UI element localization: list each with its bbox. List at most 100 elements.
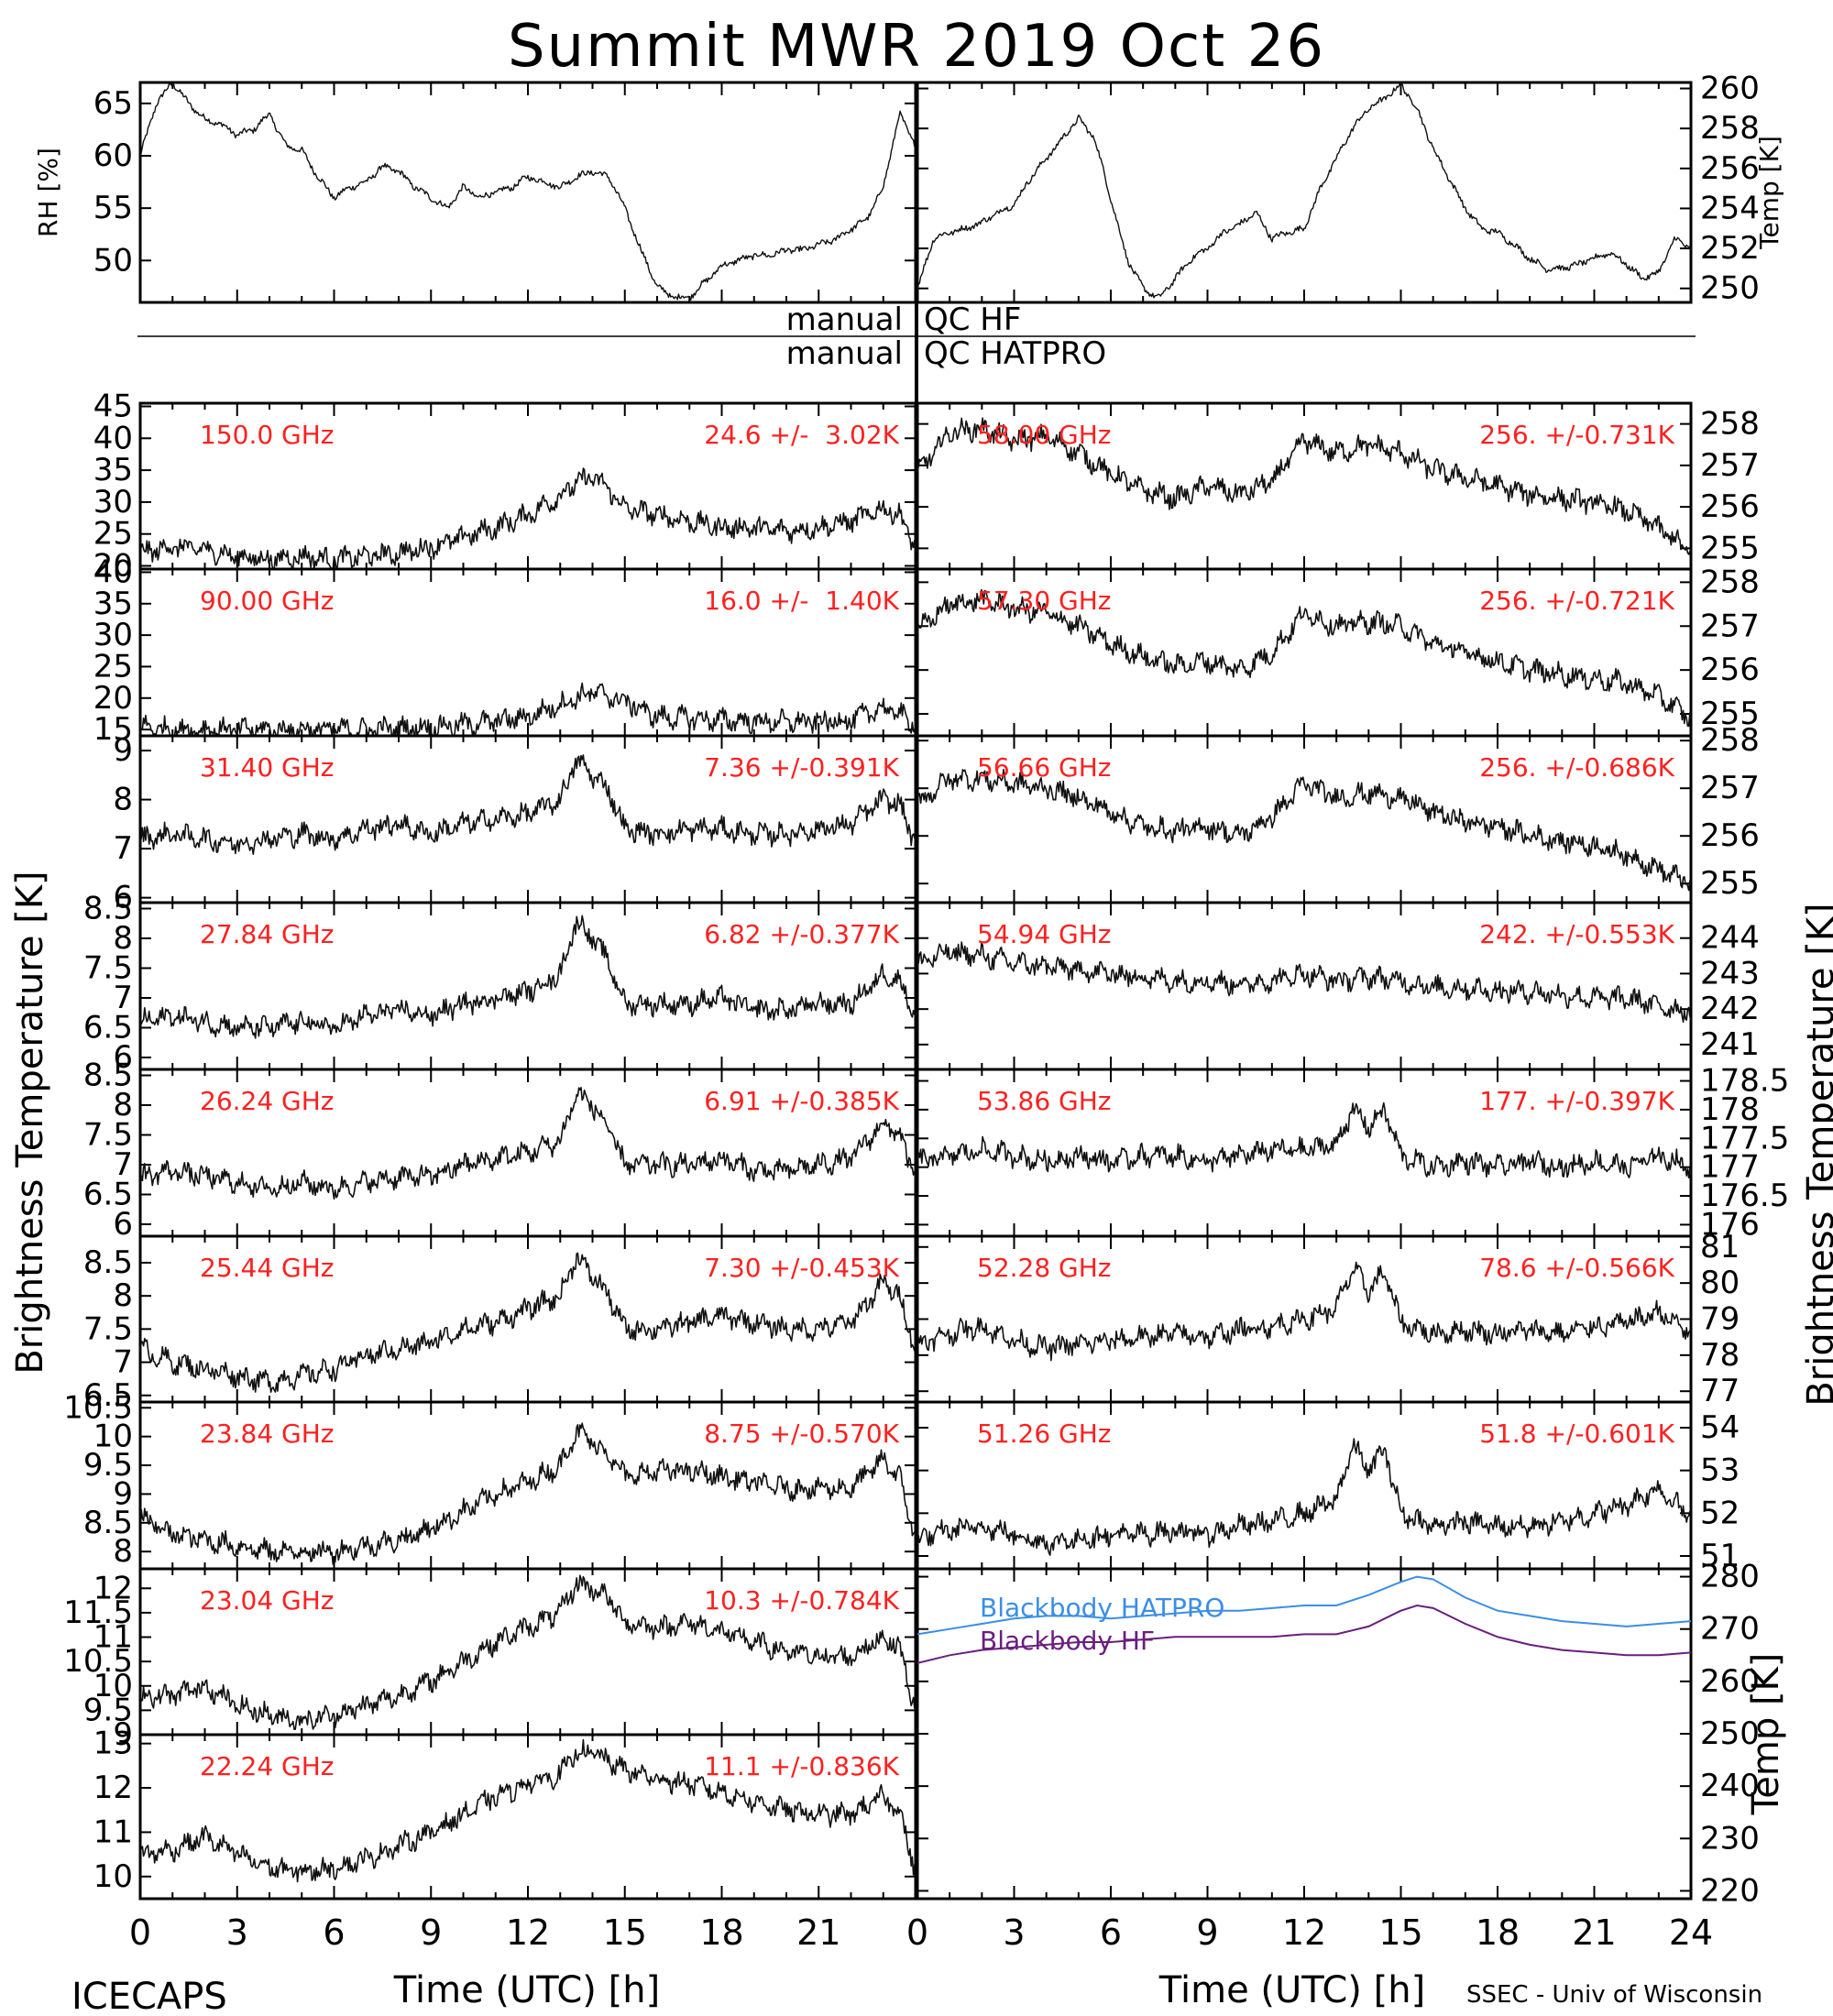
y-tick-label: 258 <box>1700 110 1760 147</box>
data-trace <box>916 588 1692 728</box>
data-trace <box>916 82 1692 299</box>
y-tick-label: 35 <box>93 452 133 488</box>
panel-15: 51 52 53 54 51.26 GHz 51.8 +/-0.601K <box>916 1400 1740 1574</box>
data-trace <box>139 915 916 1039</box>
panel-6: 6 7 8 9 31.40 GHz 7.36 +/-0.391K <box>113 732 917 916</box>
y-tick-label: 54 <box>1700 1409 1740 1446</box>
frequency-label: 23.04 GHz <box>200 1585 335 1616</box>
y-tick-label: 8.5 <box>83 1505 133 1541</box>
panel-ylabel: Temp [K] <box>1745 1653 1787 1816</box>
y-tick-label: 256 <box>1700 488 1760 525</box>
panel-8: 66.577.588.5 27.84 GHz 6.82 +/-0.377K <box>83 891 917 1076</box>
y-tick-label: 255 <box>1700 530 1760 566</box>
panel-18: 10 11 12 13 22.24 GHz 11.1 +/-0.836K <box>93 1726 917 1901</box>
stat-label: 16.0 +/- 1.40K <box>704 586 899 616</box>
stat-label: 7.36 +/-0.391K <box>704 752 899 783</box>
stat-label: 256. +/-0.721K <box>1479 586 1674 616</box>
stat-label: 256. +/-0.731K <box>1479 420 1674 450</box>
y-tick-label: 258 <box>1700 722 1760 759</box>
y-tick-label: 177 <box>1700 1149 1760 1186</box>
y-tick-label: 45 <box>93 388 133 424</box>
stat-label: 24.6 +/- 3.02K <box>704 420 899 450</box>
y-tick-label: 35 <box>93 586 133 622</box>
y-tick-label: 242 <box>1700 991 1760 1027</box>
y-tick-label: 7.5 <box>83 1117 133 1154</box>
x-tick-label: 3 <box>1003 1912 1025 1953</box>
qc-section: manual QC HF manual QC HATPRO <box>137 301 1696 403</box>
y-tick-label: 256 <box>1700 817 1760 854</box>
y-tick-label: 230 <box>1700 1820 1760 1857</box>
y-tick-label: 255 <box>1700 696 1760 732</box>
y-tick-label: 257 <box>1700 447 1760 484</box>
legend-entry-1: Blackbody HF <box>980 1626 1155 1656</box>
y-tick-label: 8 <box>113 1277 133 1314</box>
panel-frame <box>916 81 1693 304</box>
y-tick-label: 10 <box>93 1858 133 1895</box>
frequency-label: 25.44 GHz <box>200 1253 335 1283</box>
frequency-label: 53.86 GHz <box>977 1086 1112 1116</box>
x-tick-label: 15 <box>603 1912 647 1953</box>
y-tick-label: 8.5 <box>83 1244 133 1281</box>
y-tick-label: 256 <box>1700 652 1760 688</box>
frequency-label: 23.84 GHz <box>200 1419 335 1449</box>
y-tick-label: 20 <box>93 548 133 585</box>
x-tick-label: 18 <box>1476 1912 1520 1953</box>
stat-label: 10.3 +/-0.784K <box>704 1585 899 1616</box>
right-axis-title: Brightness Temperature [K] <box>1800 903 1833 1406</box>
y-tick-label: 177.5 <box>1700 1120 1789 1156</box>
x-tick-label: 24 <box>1669 1912 1713 1953</box>
y-tick-label: 260 <box>1700 1663 1760 1700</box>
data-trace <box>139 1574 916 1730</box>
frequency-label: 56.66 GHz <box>977 752 1112 783</box>
x-tick-label: 3 <box>226 1912 248 1953</box>
qc-hf-right-label: QC HF <box>924 301 1021 338</box>
y-tick-label: 270 <box>1700 1611 1760 1648</box>
x-tick-label: 0 <box>906 1912 928 1953</box>
data-trace <box>916 1261 1692 1362</box>
stat-label: 11.1 +/-0.836K <box>704 1751 899 1781</box>
x-tick-label: 21 <box>1572 1912 1616 1953</box>
y-tick-label: 40 <box>93 553 133 590</box>
y-tick-label: 8.5 <box>83 891 133 927</box>
frequency-label: 31.40 GHz <box>200 752 335 783</box>
y-tick-label: 65 <box>93 85 133 122</box>
y-tick-label: 10.5 <box>63 1389 133 1426</box>
panel-7: 255 256 257 258 56.66 GHz 256. +/-0.686K <box>916 722 1760 904</box>
y-tick-label: 250 <box>1700 270 1760 307</box>
y-tick-label: 11 <box>93 1619 133 1656</box>
panel-frame <box>138 81 917 304</box>
y-tick-label: 25 <box>93 516 133 553</box>
data-trace <box>139 467 916 570</box>
x-tick-label: 9 <box>420 1912 442 1953</box>
stat-label: 7.30 +/-0.453K <box>704 1253 899 1283</box>
y-tick-label: 255 <box>1700 865 1760 902</box>
x-tick-label: 18 <box>699 1912 743 1953</box>
y-tick-label: 6.5 <box>83 1177 133 1213</box>
y-tick-label: 20 <box>93 680 133 717</box>
footer-left-label: ICECAPS <box>71 1976 227 2016</box>
y-tick-label: 6 <box>113 1039 133 1076</box>
y-tick-label: 25 <box>93 648 133 685</box>
y-tick-label: 9.5 <box>83 1447 133 1484</box>
panel-0: 50 55 60 65 RH [%] <box>33 81 917 304</box>
y-tick-label: 9 <box>113 1716 133 1753</box>
frequency-label: 58.00 GHz <box>977 420 1112 450</box>
y-tick-label: 8 <box>113 920 133 957</box>
y-tick-label: 6.5 <box>83 1010 133 1046</box>
y-tick-label: 250 <box>1700 1715 1760 1752</box>
x-tick-label: 15 <box>1378 1912 1422 1953</box>
y-tick-label: 9 <box>113 1475 133 1512</box>
y-tick-label: 8 <box>113 782 133 818</box>
y-tick-label: 10 <box>93 1668 133 1704</box>
panel-12: 6.577.588.5 25.44 GHz 7.30 +/-0.453K <box>83 1234 917 1414</box>
y-tick-label: 7 <box>113 980 133 1016</box>
y-tick-label: 52 <box>1700 1495 1740 1531</box>
y-tick-label: 11 <box>93 1813 133 1850</box>
panel-5: 255 256 257 258 57.30 GHz 256. +/-0.721K <box>916 564 1760 738</box>
frequency-label: 150.0 GHz <box>200 420 335 450</box>
